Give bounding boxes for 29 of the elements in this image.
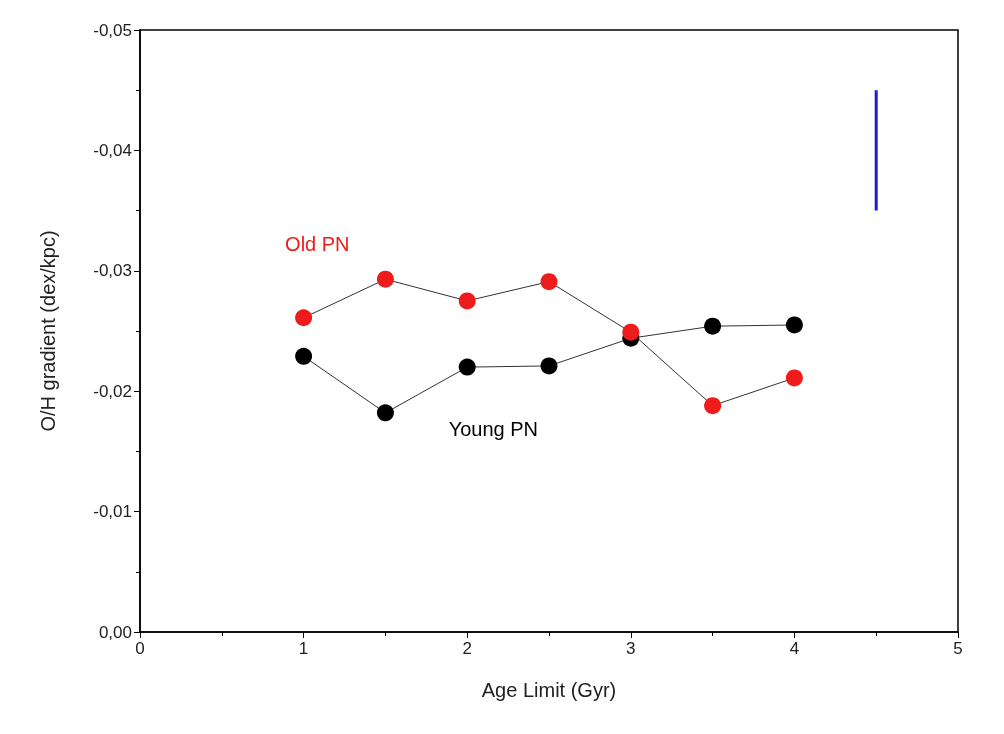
point	[376, 270, 394, 288]
y-tick-label: -0,05	[93, 20, 132, 40]
point	[704, 397, 722, 415]
x-axis-title: Age Limit (Gyr)	[481, 679, 617, 701]
point	[295, 347, 313, 365]
point	[295, 309, 313, 327]
point	[785, 369, 803, 387]
y-axis-title: O/H gradient (dex/kpc)	[37, 230, 59, 432]
y-tick-label: 0,00	[98, 622, 132, 642]
point	[704, 317, 722, 335]
x-tick-label: 5	[953, 639, 963, 658]
point	[540, 357, 558, 375]
point	[540, 273, 558, 291]
x-tick-label: 3	[626, 639, 636, 658]
point	[376, 404, 394, 422]
y-tick-label: -0,02	[93, 381, 132, 401]
point	[458, 292, 476, 310]
series-label: Old PN	[285, 233, 350, 256]
x-tick-label: 0	[135, 639, 145, 658]
x-tick-label: 2	[462, 639, 472, 658]
point	[458, 358, 476, 376]
x-tick-label: 1	[298, 639, 309, 658]
x-tick-label: 4	[789, 639, 800, 658]
point	[785, 316, 803, 334]
y-tick-label: -0,04	[93, 140, 132, 160]
y-tick-label: -0,03	[93, 261, 132, 281]
point	[622, 323, 640, 341]
series-label: Young PN	[448, 417, 539, 440]
y-tick-label: -0,01	[93, 502, 132, 522]
